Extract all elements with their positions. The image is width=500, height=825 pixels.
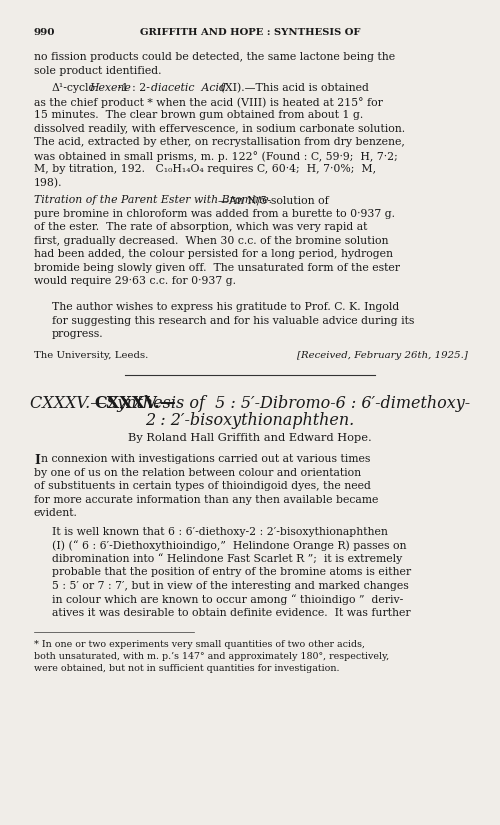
Text: as the chief product * when the acid (VIII) is heated at 215° for: as the chief product * when the acid (VI… [34, 97, 383, 108]
Text: 5 : 5′ or 7 : 7′, but in view of the interesting and marked changes: 5 : 5′ or 7 : 7′, but in view of the int… [52, 581, 409, 591]
Text: 198).: 198). [34, 178, 62, 188]
Text: atives it was desirable to obtain definite evidence.  It was further: atives it was desirable to obtain defini… [52, 607, 410, 618]
Text: —An N/5-solution of: —An N/5-solution of [218, 196, 328, 205]
Text: first, gradually decreased.  When 30 c.c. of the bromine solution: first, gradually decreased. When 30 c.c.… [34, 236, 389, 246]
Text: n connexion with investigations carried out at various times: n connexion with investigations carried … [41, 455, 370, 464]
Text: The author wishes to express his gratitude to Prof. C. K. Ingold: The author wishes to express his gratitu… [52, 302, 399, 312]
Text: evident.: evident. [34, 508, 78, 518]
Text: pure bromine in chloroform was added from a burette to 0·937 g.: pure bromine in chloroform was added fro… [34, 209, 395, 219]
Text: It is well known that 6 : 6′-diethoxy-2 : 2′-bisoxythionaphthen: It is well known that 6 : 6′-diethoxy-2 … [52, 526, 388, 536]
Text: for more accurate information than any then available became: for more accurate information than any t… [34, 495, 378, 505]
Text: diacetic  Acid: diacetic Acid [151, 83, 226, 93]
Text: probable that the position of entry of the bromine atoms is either: probable that the position of entry of t… [52, 567, 411, 578]
Text: of substituents in certain types of thioindigoid dyes, the need: of substituents in certain types of thio… [34, 481, 371, 492]
Text: dissolved readily, with effervescence, in sodium carbonate solution.: dissolved readily, with effervescence, i… [34, 124, 405, 134]
Text: The acid, extracted by ether, on recrystallisation from dry benzene,: The acid, extracted by ether, on recryst… [34, 137, 405, 148]
Text: were obtained, but not in sufficient quantities for investigation.: were obtained, but not in sufficient qua… [34, 664, 340, 673]
Text: -1 : 2-: -1 : 2- [118, 83, 150, 93]
Text: had been added, the colour persisted for a long period, hydrogen: had been added, the colour persisted for… [34, 249, 393, 259]
Text: Δ¹-cyclo: Δ¹-cyclo [52, 83, 96, 93]
Text: in colour which are known to occur among “ thioindigo ”  deriv-: in colour which are known to occur among… [52, 594, 403, 605]
Text: Hexene: Hexene [90, 83, 132, 93]
Text: dibromination into “ Helindone Fast Scarlet R ”;  it is extremely: dibromination into “ Helindone Fast Scar… [52, 554, 402, 564]
Text: 15 minutes.  The clear brown gum obtained from about 1 g.: 15 minutes. The clear brown gum obtained… [34, 111, 363, 120]
Text: progress.: progress. [52, 329, 104, 339]
Text: The University, Leeds.: The University, Leeds. [34, 351, 148, 360]
Text: by one of us on the relation between colour and orientation: by one of us on the relation between col… [34, 468, 361, 478]
Text: CXXXV.—: CXXXV.— [94, 395, 176, 412]
Text: 990: 990 [34, 28, 56, 37]
Text: * In one or two experiments very small quantities of two other acids,: * In one or two experiments very small q… [34, 640, 365, 649]
Text: was obtained in small prisms, m. p. 122° (Found : C, 59·9;  H, 7·2;: was obtained in small prisms, m. p. 122°… [34, 151, 398, 162]
Text: 2 : 2′-bisoxythionaphthen.: 2 : 2′-bisoxythionaphthen. [146, 412, 354, 429]
Text: [Received, February 26th, 1925.]: [Received, February 26th, 1925.] [297, 351, 468, 360]
Text: no fission products could be detected, the same lactone being the: no fission products could be detected, t… [34, 52, 395, 63]
Text: (I) (“ 6 : 6′-Diethoxythioindigo,”  Helindone Orange R) passes on: (I) (“ 6 : 6′-Diethoxythioindigo,” Helin… [52, 540, 406, 551]
Text: I: I [34, 455, 40, 468]
Text: By Roland Hall Griffith and Edward Hope.: By Roland Hall Griffith and Edward Hope. [128, 433, 372, 444]
Text: M, by titration, 192.   C₁₀H₁₄O₄ requires C, 60·4;  H, 7·0%;  M,: M, by titration, 192. C₁₀H₁₄O₄ requires … [34, 164, 376, 174]
Text: both unsaturated, with m. p.’s 147° and approximately 180°, respectively,: both unsaturated, with m. p.’s 147° and … [34, 652, 389, 661]
Text: Titration of the Parent Ester with Bromine.: Titration of the Parent Ester with Bromi… [34, 196, 272, 205]
Text: for suggesting this research and for his valuable advice during its: for suggesting this research and for his… [52, 315, 414, 326]
Text: CXXXV.—Synthesis of  5 : 5′-Dibromo-6 : 6′-dimethoxy-: CXXXV.—Synthesis of 5 : 5′-Dibromo-6 : 6… [30, 395, 470, 412]
Text: GRIFFITH AND HOPE : SYNTHESIS OF: GRIFFITH AND HOPE : SYNTHESIS OF [140, 28, 360, 37]
Text: (XI).—This acid is obtained: (XI).—This acid is obtained [216, 83, 368, 94]
Text: bromide being slowly given off.  The unsaturated form of the ester: bromide being slowly given off. The unsa… [34, 263, 400, 273]
Text: of the ester.  The rate of absorption, which was very rapid at: of the ester. The rate of absorption, wh… [34, 223, 368, 233]
Text: would require 29·63 c.c. for 0·937 g.: would require 29·63 c.c. for 0·937 g. [34, 276, 236, 286]
Text: sole product identified.: sole product identified. [34, 66, 162, 76]
